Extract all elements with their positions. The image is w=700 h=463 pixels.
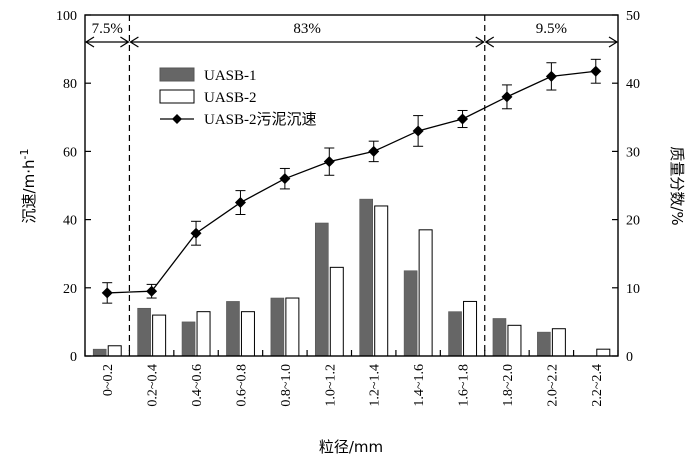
line-point-0 — [101, 287, 113, 299]
line-point-9 — [501, 91, 513, 103]
bar-uasb1-9 — [492, 318, 507, 357]
bar-uasb2-11 — [596, 348, 611, 357]
line-point-2 — [190, 227, 202, 239]
line-uasb2-settling — [107, 70, 596, 294]
annotation-2: 9.5% — [484, 21, 619, 48]
line-point-5 — [323, 156, 335, 168]
bar-uasb1-7 — [403, 270, 418, 357]
legend: UASB-1 UASB-2 UASB-2污泥沉速 — [159, 67, 317, 128]
y-right-tick-label-3: 30 — [626, 145, 640, 160]
x-axis-label: 粒径/mm — [319, 438, 383, 456]
bar-uasb1-5 — [314, 222, 329, 357]
bar-uasb1-0 — [92, 348, 107, 357]
y-right-tick-label-4: 40 — [626, 77, 640, 92]
line-point-10 — [545, 70, 557, 82]
y-right-tick-label-1: 10 — [626, 282, 640, 297]
legend-label-0: UASB-1 — [204, 68, 257, 84]
annotation-arrowhead-left-0 — [84, 36, 95, 48]
bar-uasb2-6 — [374, 205, 389, 357]
legend-label-1: UASB-2 — [204, 90, 257, 106]
bar-uasb2-7 — [418, 229, 433, 357]
bar-uasb2-5 — [329, 266, 344, 357]
x-tick-label-6: 1.2~1.4 — [368, 364, 383, 407]
x-tick-label-10: 2.0~2.2 — [545, 364, 560, 407]
annotation-text-2: 9.5% — [536, 21, 567, 37]
x-tick-label-11: 2.2~2.4 — [590, 364, 605, 407]
x-tick-label-4: 0.8~1.0 — [279, 364, 294, 407]
legend-marker — [172, 114, 182, 124]
x-tick-label-0: 0~0.2 — [101, 364, 116, 396]
bar-uasb2-9 — [507, 324, 522, 357]
legend-item-0: UASB-1 — [159, 67, 257, 84]
bar-uasb1-3 — [226, 301, 240, 357]
annotation-arrowhead-right-1 — [475, 36, 485, 48]
x-tick-label-1: 0.2~0.4 — [146, 364, 161, 407]
bar-uasb1-6 — [359, 198, 374, 357]
bar-uasb1-4 — [270, 297, 285, 357]
y-axis-left-label: 沉速/m·h-1 — [18, 149, 38, 224]
bar-uasb2-3 — [240, 311, 255, 357]
legend-item-1: UASB-2 — [159, 89, 257, 106]
line-point-6 — [368, 145, 380, 157]
bar-uasb2-8 — [463, 300, 478, 357]
bar-uasb2-0 — [107, 345, 122, 357]
x-tick-label-3: 0.6~0.8 — [234, 364, 249, 407]
y-left-tick-label-5: 100 — [56, 9, 77, 24]
line-point-3 — [234, 197, 246, 209]
line-point-4 — [279, 173, 291, 185]
legend-label-2: UASB-2污泥沉速 — [204, 111, 317, 128]
annotation-arrowhead-right-2 — [608, 36, 619, 48]
y-axis-right-label: 质量分数/% — [668, 146, 686, 225]
annotation-text-0: 7.5% — [92, 21, 123, 37]
bar-uasb1-1 — [137, 307, 151, 357]
dividers-layer — [128, 15, 486, 356]
y-left-tick-label-3: 60 — [63, 145, 77, 160]
annotation-1: 83% — [129, 21, 485, 48]
annotations-layer: 7.5% 83% 9.5% — [84, 21, 619, 48]
x-tick-label-7: 1.4~1.6 — [412, 364, 427, 407]
legend-swatch-0 — [159, 67, 195, 82]
bars-layer — [92, 198, 611, 357]
x-tick-label-5: 1.0~1.2 — [323, 364, 338, 407]
line-point-1 — [146, 285, 158, 297]
y-left-tick-label-1: 20 — [63, 282, 77, 297]
y-right-tick-label-5: 50 — [626, 9, 640, 24]
annotation-arrowhead-right-0 — [120, 36, 130, 48]
bar-uasb1-8 — [448, 311, 462, 357]
plot-frame — [84, 14, 619, 357]
x-tick-label-8: 1.6~1.8 — [457, 364, 472, 407]
annotation-text-1: 83% — [293, 21, 321, 37]
legend-swatch-1 — [159, 89, 195, 104]
annotation-arrowhead-left-1 — [129, 36, 139, 48]
y-right-tick-label-0: 0 — [626, 350, 633, 365]
y-axis-left-label-sup: -1 — [18, 149, 31, 160]
y-right-tick-label-2: 20 — [626, 214, 640, 229]
bar-uasb2-2 — [196, 311, 211, 357]
annotation-0: 7.5% — [84, 21, 130, 48]
axes-layer: 0 20 40 60 80 100 0 10 20 30 40 50 0~0.2 0.2~0.4 0.4~0… — [56, 9, 640, 407]
line-layer — [101, 58, 602, 304]
bar-uasb1-10 — [537, 331, 551, 357]
legend-item-2: UASB-2污泥沉速 — [160, 111, 317, 128]
line-point-8 — [457, 113, 469, 125]
bar-uasb1-2 — [181, 321, 196, 357]
x-tick-label-2: 0.4~0.6 — [190, 364, 205, 407]
line-point-11 — [590, 65, 602, 77]
y-left-tick-label-0: 0 — [70, 350, 77, 365]
y-axis-left-label-main: 沉速/m·h — [20, 160, 38, 224]
y-left-tick-label-4: 80 — [63, 77, 77, 92]
x-tick-label-9: 1.8~2.0 — [501, 364, 516, 407]
line-point-7 — [412, 125, 424, 137]
bar-uasb2-4 — [285, 297, 300, 357]
y-left-tick-label-2: 40 — [63, 214, 77, 229]
bar-uasb2-10 — [551, 328, 566, 357]
bar-uasb2-1 — [152, 314, 167, 357]
annotation-arrowhead-left-2 — [484, 36, 495, 48]
